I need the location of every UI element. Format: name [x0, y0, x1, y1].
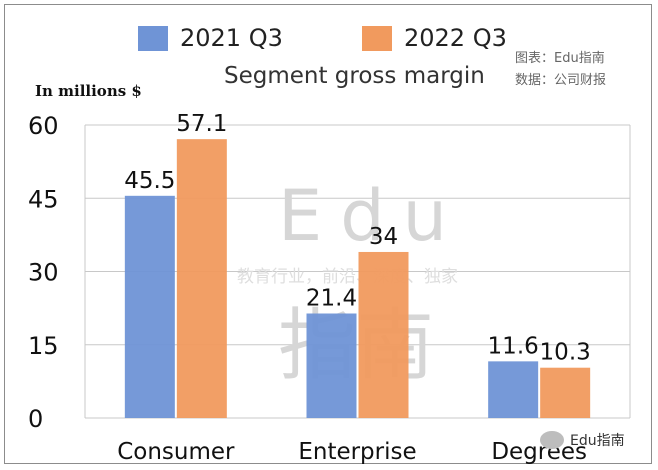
legend-label-2022: 2022 Q3: [404, 24, 507, 52]
x-tick-label-degrees: Degrees: [491, 439, 587, 465]
legend-item-2022: 2022 Q3: [362, 24, 507, 52]
bar-degrees-2022-q3: [540, 367, 591, 418]
y-tick-label-0: 0: [28, 405, 43, 433]
bar-degrees-2021-q3: [488, 361, 539, 418]
data-label-enterprise-2021-q3: 21.4: [306, 285, 357, 311]
source-chart-line: 图表：Edu指南: [515, 51, 605, 66]
x-tick-label-enterprise: Enterprise: [298, 439, 416, 465]
bar-enterprise-2022-q3: [358, 251, 409, 418]
bar-enterprise-2021-q3: [306, 313, 357, 418]
y-tick-label-60: 60: [28, 112, 59, 140]
wechat-badge: Edu指南: [540, 430, 625, 450]
data-label-degrees-2022-q3: 10.3: [540, 340, 591, 366]
chart-frame: [4, 4, 652, 464]
data-label-degrees-2021-q3: 11.6: [488, 333, 539, 359]
y-tick-label-15: 15: [28, 332, 59, 360]
legend-swatch-2021: [138, 25, 168, 51]
chart-title: Segment gross margin: [224, 63, 485, 89]
source-data-line: 数据：公司财报: [515, 73, 607, 88]
x-tick-label-consumer: Consumer: [117, 439, 235, 465]
data-label-consumer-2021-q3: 45.5: [124, 168, 175, 194]
data-label-enterprise-2022-q3: 34: [369, 224, 398, 250]
wechat-icon: [540, 431, 564, 449]
legend-label-2021: 2021 Q3: [180, 24, 283, 52]
y-tick-label-30: 30: [28, 259, 59, 287]
bar-consumer-2021-q3: [124, 195, 175, 418]
legend-swatch-2022: [362, 25, 392, 51]
watermark-tagline: 教育行业，前沿、深度、独家: [237, 267, 458, 287]
data-label-consumer-2022-q3: 57.1: [176, 111, 227, 137]
legend-item-2021: 2021 Q3: [138, 24, 283, 52]
watermark-edu: Edu: [278, 175, 465, 257]
wechat-badge-label: Edu指南: [570, 433, 625, 449]
y-axis-unit: In millions $: [35, 82, 142, 100]
bar-consumer-2022-q3: [176, 139, 227, 418]
y-tick-label-45: 45: [28, 185, 59, 213]
